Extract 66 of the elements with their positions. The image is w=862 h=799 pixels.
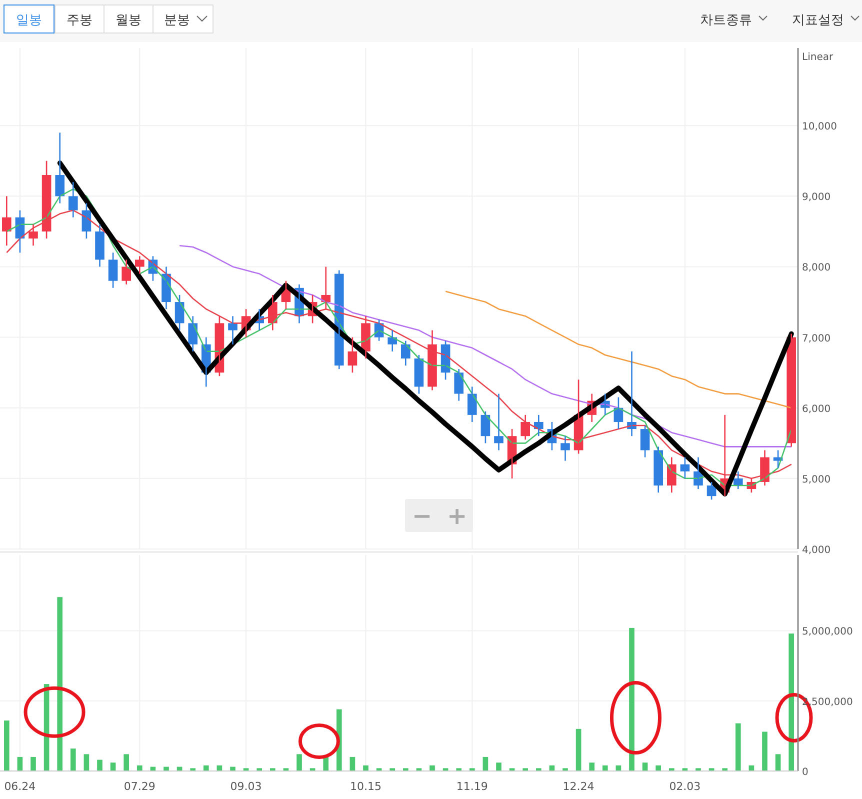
bar [17,756,23,771]
y-tick-label: 6,000 [802,404,831,415]
bar [30,756,36,771]
bar [456,768,462,771]
bar [70,748,76,771]
text: 일봉 [16,13,42,28]
bar [629,628,634,771]
bar [735,723,741,771]
bar [124,754,130,771]
bar [469,768,475,771]
line-series [178,244,792,448]
y-tick-label: 8,000 [802,262,831,274]
bar [656,765,662,771]
x-tick-label: 07.29 [124,780,156,793]
bar [97,760,102,771]
bar [136,765,142,771]
text: 월봉 [116,13,142,28]
text: 분봉 [164,13,190,28]
bar [576,728,582,771]
x-tick-label: 06.24 [4,780,36,793]
y-tick-label: 10,000 [802,122,837,133]
bar [323,756,329,771]
bar [402,768,408,771]
bar [762,732,768,771]
bar [788,634,794,771]
y-tick-label: 5,000 [802,474,831,486]
text: 주봉 [66,13,92,28]
bar [270,768,276,771]
y-tick-label: 9,000 [802,192,831,204]
x-tick-label: 12.24 [562,780,594,793]
bar [668,768,674,771]
x-tick-label: 09.03 [230,780,262,793]
annotation: − [412,502,432,530]
x-tick-label: 10.15 [350,780,382,793]
bar [296,754,302,771]
bar [390,768,396,771]
bar [430,765,435,771]
bar [203,765,209,771]
bar [363,765,368,771]
text: 지표설정 [792,13,844,28]
bar [482,756,488,771]
bar [256,768,262,771]
y-tick-label: 4,000 [802,545,831,556]
text: Linear [802,52,834,63]
bar [350,756,356,771]
y-tick-label: 0 [802,767,808,778]
bar [522,768,528,771]
bar [57,597,63,771]
bar [190,768,196,771]
bar [496,762,502,771]
y-tick-label: 5,000,000 [802,626,853,638]
annotation: + [446,502,468,530]
bar [84,754,90,771]
bar [696,768,701,771]
bar [775,754,781,771]
x-tick-label: 11.19 [456,780,488,793]
bar [536,768,542,771]
bar [602,765,608,771]
bar [722,768,728,771]
bar [562,768,568,771]
bar [4,720,10,771]
text: 차트종류 [700,13,752,28]
bar [589,762,595,771]
line-series [444,290,792,409]
x-tick-label: 02.03 [669,780,701,793]
y-tick-label: 7,000 [802,333,831,344]
